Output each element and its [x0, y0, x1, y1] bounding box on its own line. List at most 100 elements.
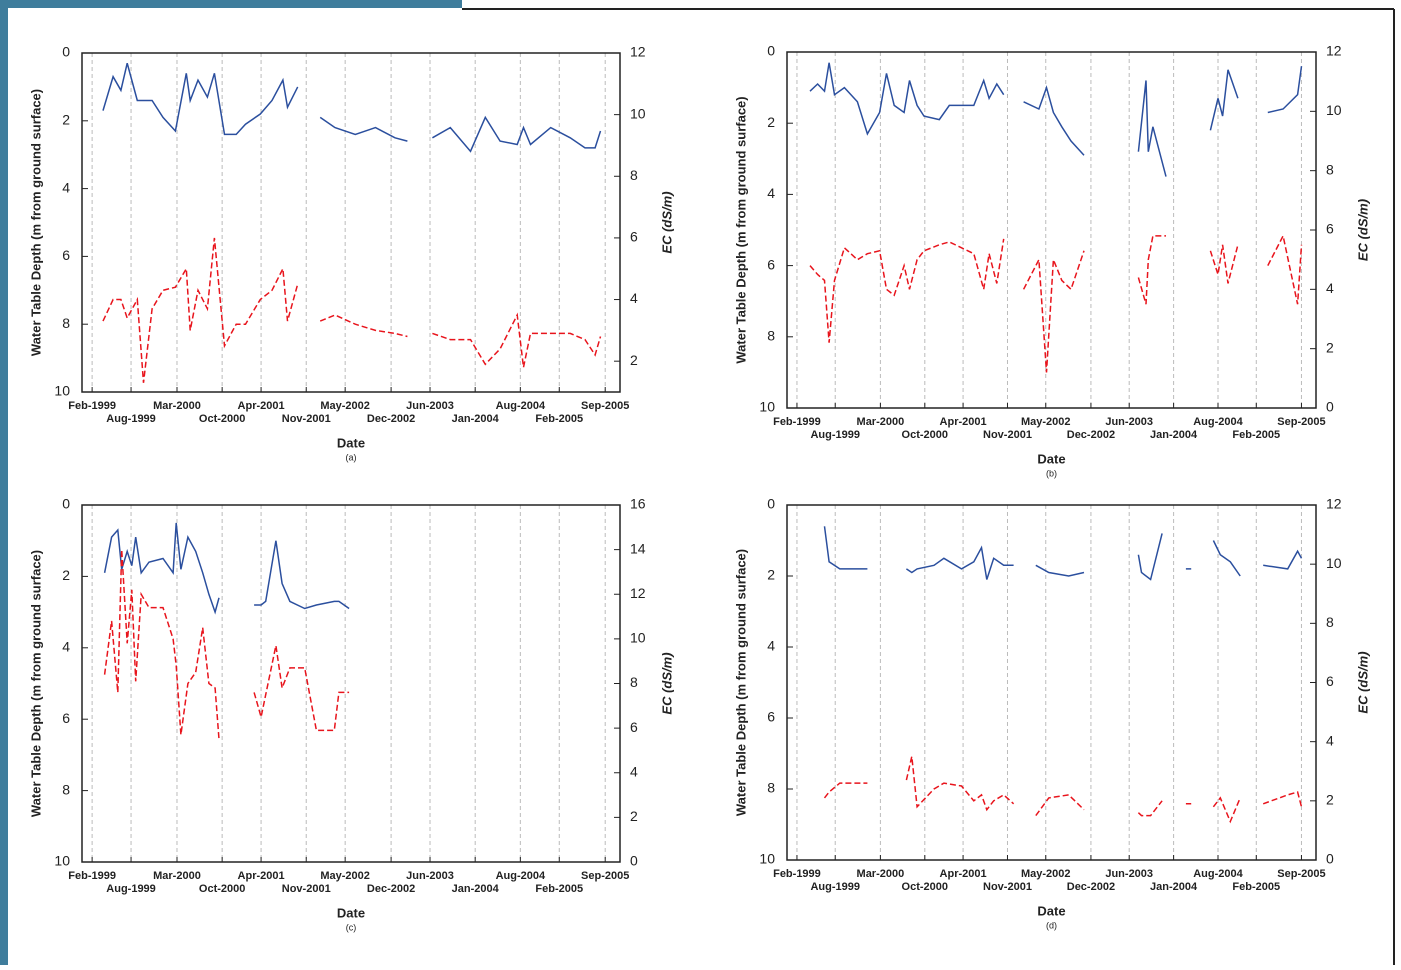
x-tick-label: Feb-2005 [1232, 429, 1280, 441]
caption: (c) [346, 922, 357, 932]
x-tick-label: Apr-2001 [238, 870, 285, 882]
x-tick-label: Apr-2001 [238, 400, 285, 412]
x-tick-label: Aug-1999 [810, 881, 860, 893]
y-tick-label: 0 [767, 43, 775, 59]
x-tick-label: Apr-2001 [940, 868, 987, 880]
x-tick-label: Feb-2005 [535, 883, 583, 895]
y2-tick-label: 10 [1326, 555, 1342, 571]
x-tick-label: Mar-2000 [153, 400, 201, 412]
y-tick-label: 6 [62, 247, 70, 263]
y2-tick-label: 6 [630, 229, 638, 245]
series-line [102, 237, 602, 383]
y2-tick-label: 2 [1326, 792, 1334, 808]
y-tick-label: 10 [54, 383, 70, 399]
x-tick-label: Sep-2005 [581, 400, 629, 412]
y-tick-label: 2 [767, 114, 775, 130]
plot-frame [81, 52, 621, 393]
y-axis-label: Water Table Depth (m from ground surface… [733, 549, 748, 816]
y-tick-label: 2 [62, 112, 70, 128]
x-tick-label: Aug-1999 [810, 429, 860, 441]
y-tick-label: 6 [62, 710, 70, 726]
series-line [809, 62, 1303, 177]
y-tick-label: 6 [767, 709, 775, 725]
x-tick-label: Jun-2003 [1105, 416, 1153, 428]
x-tick-label: Nov-2001 [983, 429, 1032, 441]
y2-tick-label: 2 [630, 808, 638, 824]
series-line [823, 756, 1303, 824]
y2-tick-label: 8 [1326, 614, 1334, 630]
x-tick-label: Dec-2002 [1067, 429, 1115, 441]
x-tick-label: Jun-2003 [1105, 868, 1153, 880]
y2-tick-label: 6 [630, 719, 638, 735]
y-tick-label: 8 [62, 781, 70, 797]
x-tick-label: Oct-2000 [902, 429, 948, 441]
y-tick-label: 4 [62, 179, 70, 195]
y2-tick-label: 4 [630, 763, 638, 779]
y2-tick-label: 16 [630, 496, 646, 512]
y2-tick-label: 2 [630, 352, 638, 368]
y2-tick-label: 6 [1326, 673, 1334, 689]
y-tick-label: 2 [767, 567, 775, 583]
y-tick-label: 10 [759, 399, 775, 415]
y2-tick-label: 4 [1326, 280, 1334, 296]
plot-frame [81, 504, 621, 863]
y2-tick-label: 10 [630, 105, 646, 121]
y2-tick-label: 0 [630, 853, 638, 869]
x-tick-label: Mar-2000 [153, 870, 201, 882]
x-tick-label: Nov-2001 [282, 413, 331, 425]
x-axis-label: Date [1037, 903, 1065, 918]
y-tick-label: 6 [767, 256, 775, 272]
x-tick-label: May-2002 [1021, 416, 1071, 428]
y2-tick-label: 2 [1326, 339, 1334, 355]
y2-tick-label: 0 [1326, 851, 1334, 867]
y-tick-label: 2 [62, 567, 70, 583]
x-axis-label: Date [1037, 451, 1065, 466]
y2-tick-label: 4 [630, 290, 638, 306]
x-tick-label: Feb-1999 [68, 400, 116, 412]
y-tick-label: 0 [62, 44, 70, 60]
y-tick-label: 8 [767, 328, 775, 344]
y2-axis-label: EC (dS/m) [1355, 199, 1370, 261]
x-tick-label: Oct-2000 [199, 413, 245, 425]
series-line [809, 233, 1303, 373]
x-axis-label: Date [337, 905, 365, 920]
x-tick-label: Feb-2005 [1232, 881, 1280, 893]
plot-frame [786, 504, 1317, 861]
x-tick-label: Aug-2004 [1193, 416, 1243, 428]
y-axis-label: Water Table Depth (m from ground surface… [28, 550, 43, 817]
y2-tick-label: 12 [1326, 43, 1342, 59]
x-tick-label: Feb-1999 [773, 416, 821, 428]
y2-tick-label: 10 [630, 630, 646, 646]
x-tick-label: Feb-2005 [535, 413, 583, 425]
x-tick-label: May-2002 [320, 400, 370, 412]
plot-frame [786, 51, 1317, 409]
x-tick-label: Feb-1999 [773, 868, 821, 880]
y2-tick-label: 4 [1326, 732, 1334, 748]
x-tick-label: Jan-2004 [1150, 429, 1198, 441]
series-line [823, 526, 1303, 581]
x-tick-label: Sep-2005 [581, 870, 629, 882]
y-tick-label: 4 [767, 638, 775, 654]
y-tick-label: 0 [767, 496, 775, 512]
x-tick-label: Jan-2004 [452, 883, 500, 895]
x-tick-label: Aug-2004 [496, 870, 546, 882]
y-tick-label: 10 [54, 853, 70, 869]
y2-tick-label: 8 [630, 167, 638, 183]
caption: (b) [1046, 468, 1057, 478]
x-tick-label: Sep-2005 [1277, 416, 1325, 428]
x-tick-label: Mar-2000 [857, 868, 905, 880]
x-tick-label: Dec-2002 [367, 413, 415, 425]
x-tick-label: Nov-2001 [983, 881, 1032, 893]
x-tick-label: Oct-2000 [902, 881, 948, 893]
y2-tick-label: 14 [630, 540, 646, 556]
x-tick-label: Dec-2002 [367, 883, 415, 895]
x-tick-label: Dec-2002 [1067, 881, 1115, 893]
x-tick-label: Jun-2003 [406, 400, 454, 412]
y2-tick-label: 10 [1326, 102, 1342, 118]
header-band [0, 0, 462, 8]
y-tick-label: 10 [759, 851, 775, 867]
y-axis-label: Water Table Depth (m from ground surface… [733, 96, 748, 363]
x-tick-label: Aug-1999 [106, 413, 156, 425]
x-tick-label: Oct-2000 [199, 883, 245, 895]
